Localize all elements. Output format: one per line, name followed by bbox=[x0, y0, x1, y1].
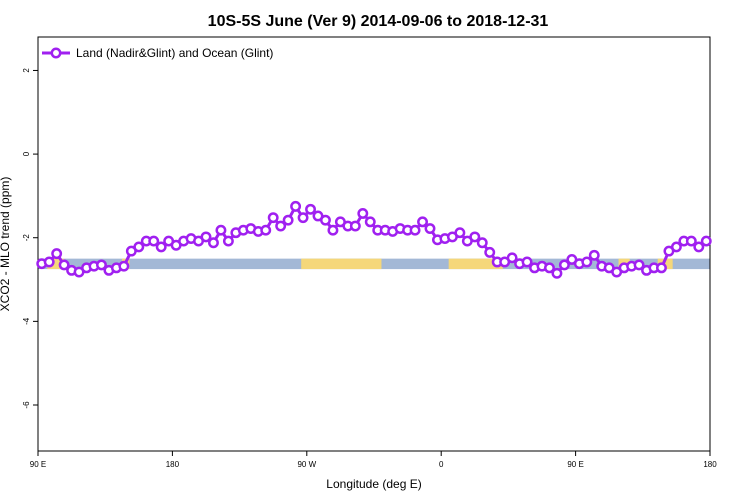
data-point bbox=[155, 241, 167, 253]
data-point bbox=[215, 224, 227, 236]
y-tick-label: 0 bbox=[22, 151, 31, 156]
data-point bbox=[260, 224, 272, 236]
data-point bbox=[320, 214, 331, 226]
data-point bbox=[454, 227, 466, 239]
x-axis-label: Longitude (deg E) bbox=[326, 477, 421, 491]
data-point bbox=[148, 235, 160, 247]
data-point bbox=[349, 220, 361, 232]
data-point bbox=[51, 248, 63, 260]
data-point bbox=[417, 216, 428, 228]
x-axis: 90 E 180 90 W 0 90 E 180 bbox=[30, 451, 717, 469]
y-tick-label: -2 bbox=[22, 234, 31, 242]
x-tick-label: 180 bbox=[703, 460, 717, 469]
data-point bbox=[693, 241, 705, 253]
land-band bbox=[657, 258, 673, 270]
data-point bbox=[521, 256, 533, 268]
data-point bbox=[305, 203, 316, 215]
x-tick-label: 90 W bbox=[297, 460, 316, 469]
data-point bbox=[469, 231, 481, 243]
data-point bbox=[96, 259, 107, 271]
data-point bbox=[133, 241, 145, 253]
data-point bbox=[200, 231, 212, 243]
x-tick-label: 0 bbox=[439, 460, 444, 469]
data-point bbox=[282, 214, 294, 226]
data-point bbox=[685, 235, 697, 247]
land-band bbox=[47, 258, 65, 270]
data-point bbox=[544, 262, 555, 274]
data-point bbox=[588, 249, 600, 261]
data-point bbox=[581, 256, 593, 268]
data-point bbox=[409, 224, 421, 236]
data-point bbox=[275, 220, 287, 232]
chart-title: 10S-5S June (Ver 9) 2014-09-06 to 2018-1… bbox=[208, 13, 549, 30]
x-tick-label: 90 E bbox=[30, 460, 46, 469]
data-point bbox=[58, 259, 70, 271]
data-point bbox=[700, 235, 712, 247]
data-point bbox=[297, 212, 309, 224]
data-point bbox=[43, 256, 55, 268]
data-point bbox=[222, 235, 234, 247]
data-point bbox=[484, 246, 496, 258]
land-band bbox=[448, 258, 503, 270]
legend-marker bbox=[50, 47, 62, 59]
x-tick-label: 90 E bbox=[567, 460, 583, 469]
data-point bbox=[357, 208, 369, 219]
land-band bbox=[301, 258, 382, 270]
data-point bbox=[670, 241, 682, 253]
data-point bbox=[551, 267, 563, 279]
y-axis: 2 0 -2 -4 -6 bbox=[22, 68, 38, 409]
legend-label: Land (Nadir&Glint) and Ocean (Glint) bbox=[76, 46, 273, 60]
y-tick-label: -4 bbox=[22, 317, 31, 325]
data-point bbox=[656, 262, 667, 274]
data-point bbox=[558, 259, 570, 271]
data-point bbox=[327, 224, 339, 236]
data-point bbox=[424, 223, 436, 234]
y-tick-label: -6 bbox=[22, 401, 31, 409]
data-point bbox=[633, 259, 645, 271]
data-point bbox=[208, 237, 219, 249]
data-point bbox=[290, 200, 302, 212]
data-point bbox=[118, 260, 130, 272]
data-point bbox=[476, 237, 488, 249]
x-tick-label: 180 bbox=[166, 460, 180, 469]
legend: Land (Nadir&Glint) and Ocean (Glint) bbox=[42, 46, 273, 60]
y-tick-label: 2 bbox=[22, 68, 31, 73]
y-axis-label: XCO2 - MLO trend (ppm) bbox=[0, 177, 12, 312]
data-point bbox=[506, 252, 518, 264]
series-group bbox=[36, 200, 712, 279]
data-point bbox=[267, 212, 279, 224]
data-point bbox=[364, 216, 376, 228]
